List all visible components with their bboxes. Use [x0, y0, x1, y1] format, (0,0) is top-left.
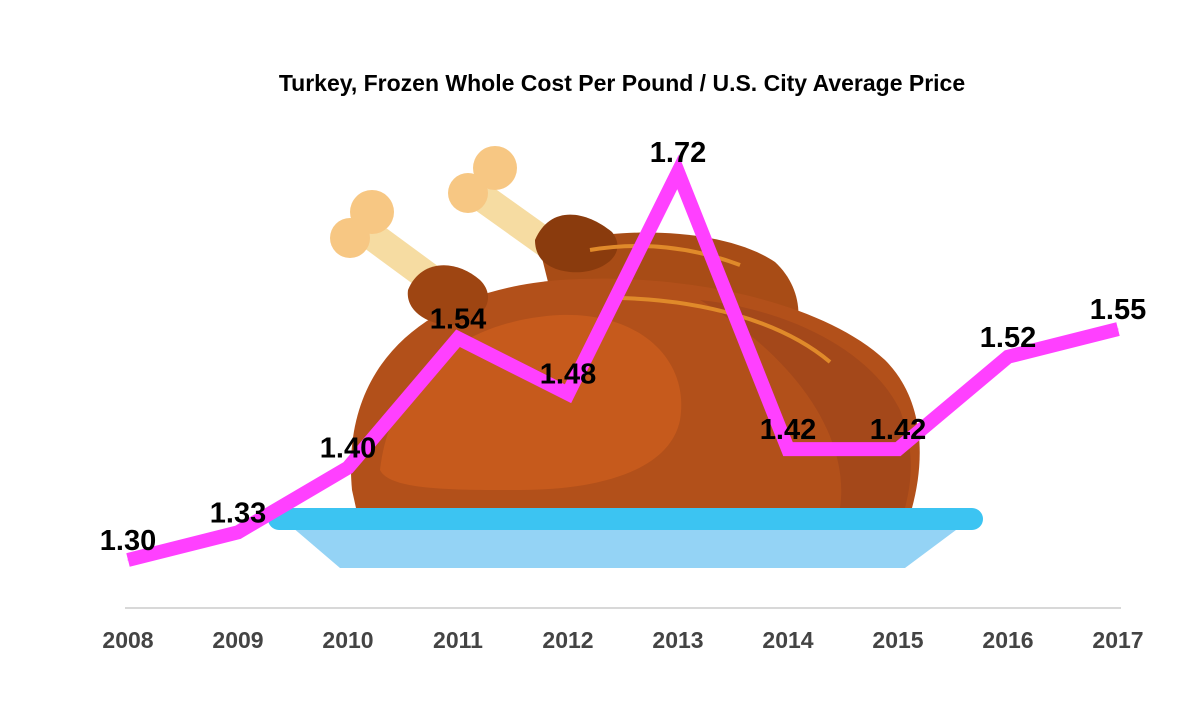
data-points [127, 171, 1119, 561]
data-label-2013: 1.72 [650, 137, 706, 169]
data-label-2009: 1.33 [210, 497, 266, 529]
price-series-line [126, 154, 1120, 567]
data-point-2012 [567, 393, 569, 395]
x-tick-label-2015: 2015 [872, 627, 923, 653]
data-point-2017 [1117, 328, 1119, 330]
turkey-illustration [268, 146, 983, 568]
front-drumstick [330, 190, 489, 325]
x-tick-label-2010: 2010 [322, 627, 373, 653]
data-point-2013 [677, 171, 679, 173]
data-point-2015 [897, 448, 899, 450]
data-point-2014 [787, 448, 789, 450]
chart-title: Turkey, Frozen Whole Cost Per Pound / U.… [279, 70, 965, 96]
rear-drumstick [448, 146, 618, 273]
x-tick-label-2017: 2017 [1092, 627, 1143, 653]
data-point-2008 [127, 559, 129, 561]
data-label-2017: 1.55 [1090, 294, 1146, 326]
data-label-2011: 1.54 [430, 303, 486, 335]
data-label-2008: 1.30 [100, 525, 156, 557]
x-tick-label-2012: 2012 [542, 627, 593, 653]
platter-base [292, 527, 960, 568]
turkey-body-highlight [380, 314, 682, 490]
data-label-2015: 1.42 [870, 414, 926, 446]
x-tick-label-2016: 2016 [982, 627, 1033, 653]
data-label-2016: 1.52 [980, 322, 1036, 354]
x-tick-label-2013: 2013 [652, 627, 703, 653]
data-point-2010 [347, 467, 349, 469]
data-label-2012: 1.48 [540, 359, 596, 391]
data-label-2014: 1.42 [760, 414, 816, 446]
data-label-2010: 1.40 [320, 433, 376, 465]
data-point-2016 [1007, 356, 1009, 358]
x-tick-label-2009: 2009 [212, 627, 263, 653]
data-labels: 1.30 1.33 1.40 1.54 1.48 1.72 1.42 1.42 1.52 1.55 [100, 137, 1146, 557]
platter-rim [268, 508, 983, 530]
turkey-glaze-streak-1 [589, 244, 741, 267]
data-point-2009 [237, 531, 239, 533]
x-axis-tick-labels: 2008 2009 2010 2011 2012 2013 2014 2015 2016 2017 [102, 627, 1143, 653]
data-point-2011 [457, 337, 459, 339]
x-tick-label-2014: 2014 [762, 627, 813, 653]
x-tick-label-2011: 2011 [433, 627, 483, 653]
x-tick-label-2008: 2008 [102, 627, 153, 653]
